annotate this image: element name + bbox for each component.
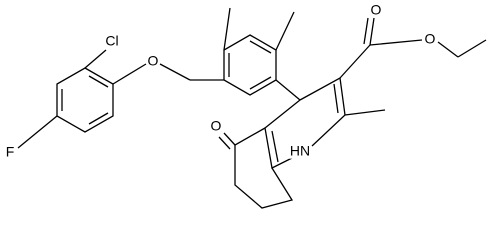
atom-label: O	[211, 118, 222, 134]
label-background	[104, 32, 120, 49]
bond	[457, 39, 487, 58]
bond	[223, 34, 277, 96]
bond	[88, 112, 109, 125]
bond	[369, 17, 375, 46]
bond	[369, 39, 423, 46]
atom-label: O	[371, 2, 382, 18]
bond	[249, 40, 272, 54]
bond	[234, 127, 294, 209]
label-background	[288, 142, 312, 159]
bond	[339, 44, 371, 79]
label-background	[369, 1, 383, 18]
bond	[271, 130, 279, 163]
bond	[88, 75, 109, 88]
label-background	[209, 117, 223, 134]
bond	[112, 63, 147, 85]
label-background	[146, 52, 160, 69]
bond	[264, 99, 301, 169]
atom-label: F	[6, 144, 15, 160]
atom-label: O	[148, 53, 159, 69]
bond	[223, 7, 231, 51]
bond	[275, 11, 295, 51]
bond	[17, 115, 58, 149]
atom-label: HN	[290, 143, 310, 159]
bond	[333, 83, 339, 114]
bond	[344, 109, 386, 116]
bond	[249, 76, 272, 90]
label-background	[423, 30, 437, 47]
atom-labels: Cl O F O O O HN	[4, 1, 437, 160]
bond	[363, 17, 369, 45]
label-background	[4, 143, 16, 160]
bond	[56, 67, 114, 133]
bond	[299, 76, 346, 147]
bond	[223, 132, 236, 146]
bond	[275, 79, 301, 101]
bond	[159, 63, 191, 81]
bond	[84, 49, 107, 69]
bond	[218, 136, 231, 150]
atom-label: Cl	[105, 33, 118, 49]
bond	[437, 41, 459, 58]
atom-label: O	[425, 31, 436, 47]
molecule-diagram: Cl O F O O O HN	[4, 1, 487, 209]
